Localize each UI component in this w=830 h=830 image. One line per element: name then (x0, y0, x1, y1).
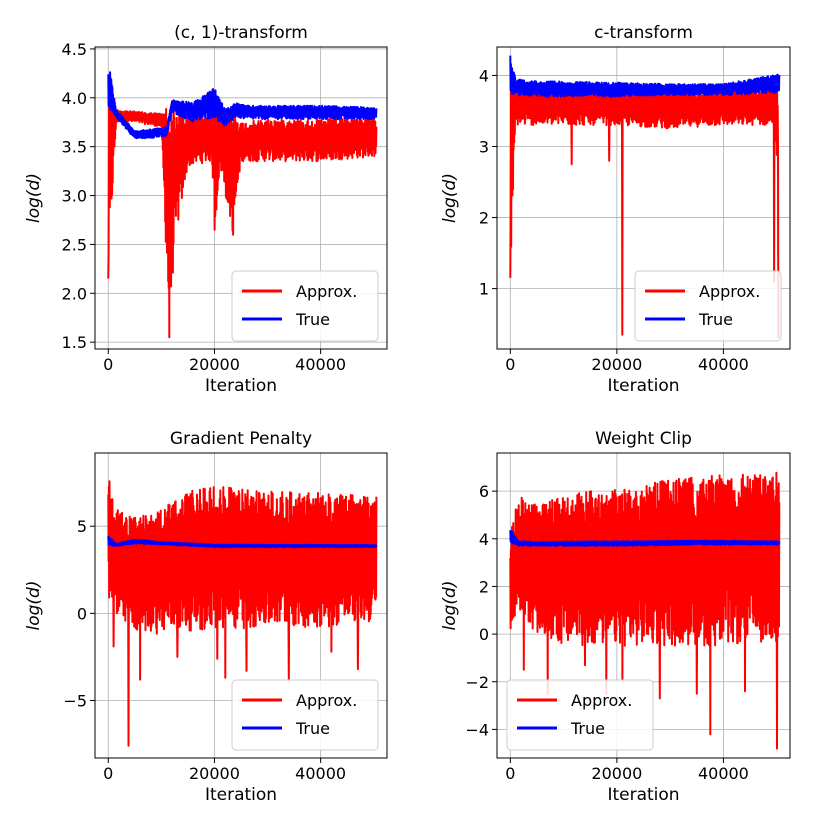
legend: Approx. True (506, 679, 654, 751)
true-series-line (509, 55, 781, 98)
y-tick-label: 0 (77, 604, 87, 623)
x-tick-label: 0 (103, 355, 113, 374)
y-tick-label: 1.5 (62, 333, 87, 352)
plot-frame (496, 452, 791, 759)
legend-label: Approx. (296, 691, 357, 710)
x-tick-label: 40000 (295, 764, 346, 783)
legend-label: True (570, 719, 605, 738)
true-series-line (107, 535, 378, 549)
x-axis-label: Iteration (205, 785, 277, 805)
legend-label: True (295, 310, 330, 329)
y-tick-label: 0 (479, 625, 489, 644)
approx-series-line (509, 471, 781, 750)
true-series-line (107, 71, 378, 140)
legend: Approx. True (231, 679, 379, 751)
x-tick-label: 40000 (698, 355, 749, 374)
plot-frame (94, 452, 388, 759)
legend: Approx. True (634, 270, 782, 342)
y-tick-label: 2 (479, 209, 489, 228)
legend-label: Approx. (699, 282, 760, 301)
y-tick-label: −5 (63, 691, 87, 710)
x-tick-label: 20000 (591, 355, 642, 374)
x-tick-label: 40000 (698, 764, 749, 783)
legend: Approx. True (231, 270, 379, 342)
y-tick-label: 6 (479, 482, 489, 501)
y-tick-label: 1 (479, 280, 489, 299)
y-tick-label: 2.5 (62, 235, 87, 254)
y-tick-label: −4 (465, 720, 489, 739)
x-tick-label: 40000 (295, 355, 346, 374)
x-tick-label: 0 (103, 764, 113, 783)
y-tick-label: 4.5 (62, 40, 87, 59)
chart-title: Weight Clip (595, 429, 692, 449)
y-tick-label: 4.0 (62, 89, 87, 108)
chart-title: (c, 1)-transform (174, 23, 308, 43)
chart-title: Gradient Penalty (170, 429, 312, 449)
x-tick-label: 0 (505, 355, 515, 374)
legend-box (231, 270, 379, 342)
y-tick-label: 3.0 (62, 187, 87, 206)
true-series-line (509, 530, 781, 547)
y-tick-label: 5 (77, 517, 87, 536)
legend-label: True (698, 310, 733, 329)
plot-frame (496, 46, 791, 350)
y-tick-label: 4 (479, 530, 489, 549)
legend-box (231, 679, 379, 751)
x-axis-label: Iteration (607, 376, 679, 396)
legend-label: Approx. (296, 282, 357, 301)
x-tick-label: 0 (505, 764, 515, 783)
legend-label: Approx. (571, 691, 632, 710)
y-tick-label: −2 (465, 673, 489, 692)
legend-box (506, 679, 654, 751)
y-tick-label: 2.0 (62, 284, 87, 303)
chart-panel-4: 0 20000 40000 −4 −2 0 2 4 6 Weight Clip Iteration l… (440, 429, 791, 805)
y-tick-label: 4 (479, 66, 489, 85)
legend-label: True (295, 719, 330, 738)
x-axis-label: Iteration (607, 785, 679, 805)
y-tick-label: 2 (479, 577, 489, 596)
approx-series-line (107, 480, 378, 747)
y-axis-label: log(d) (440, 581, 460, 631)
chart-panel-3: 0 20000 40000 −5 0 5 Gradient Penalty Iteration… (24, 429, 388, 805)
y-axis-label: log(d) (24, 581, 44, 631)
y-axis-label: log(d) (24, 173, 44, 223)
chart-panel-1: 0 20000 40000 1.5 2.0 2.5 3.0 3.5 4.0 4.5 (c, 1)-t… (24, 23, 388, 396)
x-tick-label: 20000 (189, 355, 240, 374)
x-tick-label: 20000 (189, 764, 240, 783)
approx-series-line (107, 78, 378, 339)
chart-title: c-transform (594, 23, 693, 43)
legend-box (634, 270, 782, 342)
y-tick-label: 3 (479, 137, 489, 156)
x-tick-label: 20000 (591, 764, 642, 783)
x-axis-label: Iteration (205, 376, 277, 396)
y-axis-label: log(d) (440, 173, 460, 223)
chart-panel-2: 0 20000 40000 1 2 3 4 c-transform Iteration log(d… (440, 23, 791, 396)
y-tick-label: 3.5 (62, 138, 87, 157)
plot-frame (94, 46, 388, 350)
